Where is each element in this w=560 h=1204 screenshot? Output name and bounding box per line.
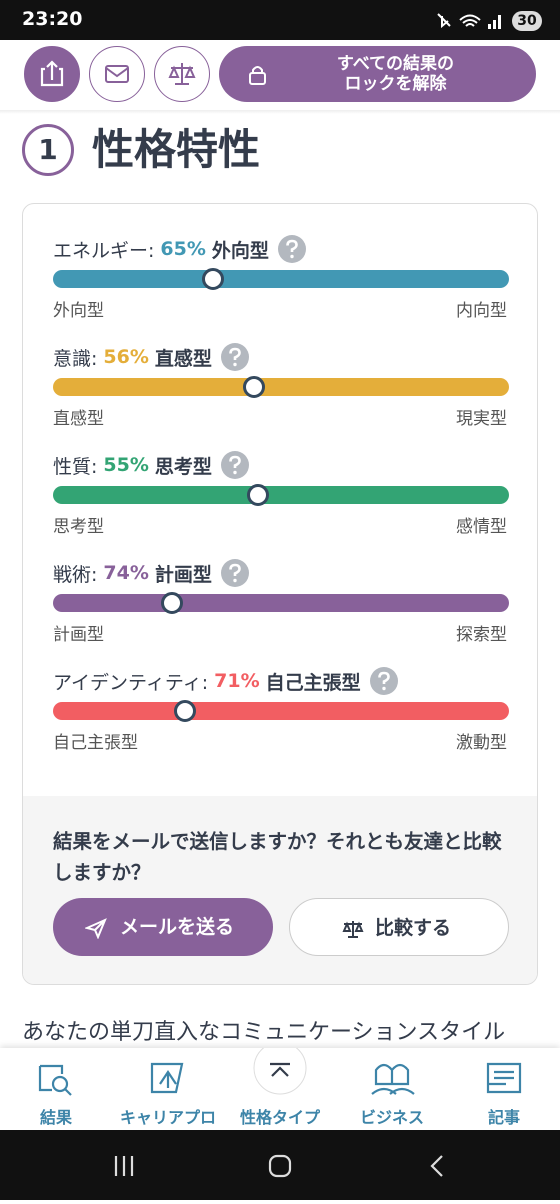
trait-type: 外向型 xyxy=(211,239,269,262)
trait-track xyxy=(53,378,509,396)
trait-name: 意識: xyxy=(53,347,98,370)
bottom-nav: 結果 キャリアプロ 性格タイプ ビジネス 記事 xyxy=(0,1048,560,1130)
trait-type: 自己主張型 xyxy=(265,671,361,694)
trait-right-label: 内向型 xyxy=(456,301,507,321)
trait-label: エネルギー: 65% 外向型 xyxy=(53,234,307,264)
trait-knob xyxy=(201,268,224,290)
compare-button[interactable] xyxy=(154,46,210,102)
trait-name: 性質: xyxy=(53,455,98,478)
nav-label[interactable]: ビジネス xyxy=(359,1108,424,1127)
trait-left-label: 思考型 xyxy=(53,517,104,537)
help-icon[interactable] xyxy=(369,666,399,696)
share-button[interactable] xyxy=(24,46,80,102)
help-icon[interactable] xyxy=(220,558,250,588)
trait-label: 戦術: 74% 計画型 xyxy=(53,558,250,588)
trait-left-label: 外向型 xyxy=(53,301,104,321)
traits-card: 結果をメールで送信しますか？それとも友達と比較しますか？ メールを送る 比較する… xyxy=(22,203,538,985)
trait-track xyxy=(53,594,509,612)
scale-icon xyxy=(342,921,364,938)
mail-button[interactable] xyxy=(89,46,145,102)
compare-label: 比較する xyxy=(374,917,451,939)
trait-name: 戦術: xyxy=(53,563,98,586)
trait-name: エネルギー: xyxy=(53,239,155,262)
email-button[interactable]: メールを送る xyxy=(53,898,273,956)
status-icons xyxy=(437,13,501,29)
trait-left-label: 自己主張型 xyxy=(53,733,138,753)
share-question: 結果をメールで送信しますか？それとも友達と比較しますか？ xyxy=(53,830,502,884)
nav-icons xyxy=(38,1048,522,1096)
trait-left-label: 計画型 xyxy=(53,625,104,645)
trait-label: アイデンティティ: 71% 自己主張型 xyxy=(53,666,399,696)
section-title: 性格特性 xyxy=(92,125,261,174)
trait-left-label: 直感型 xyxy=(53,409,104,429)
trait-knob xyxy=(247,484,270,506)
trait-percent: 74% xyxy=(103,562,149,584)
trait-right-label: 探索型 xyxy=(456,625,507,645)
nav-label[interactable]: 結果 xyxy=(39,1108,72,1127)
trait-percent: 56% xyxy=(103,346,149,368)
nav-label[interactable]: 記事 xyxy=(487,1108,520,1127)
toolbar-shadow xyxy=(0,110,560,114)
trait-percent: 55% xyxy=(103,454,149,476)
trait-label: 意識: 56% 直感型 xyxy=(53,342,250,372)
lock-icon xyxy=(249,66,266,85)
trait-type: 計画型 xyxy=(154,563,212,586)
trait-label: 性質: 55% 思考型 xyxy=(53,450,250,480)
next-heading: あなたの単刀直入なコミュニケーションスタイル xyxy=(22,1020,506,1045)
battery: 30 xyxy=(512,11,542,31)
unlock-label: ロックを解除 xyxy=(344,74,447,94)
trait-right-label: 現実型 xyxy=(456,409,507,429)
nav-label[interactable]: キャリアプロ xyxy=(119,1108,216,1127)
trait-knob xyxy=(242,376,265,398)
trait-name: アイデンティティ: xyxy=(53,671,209,694)
help-icon[interactable] xyxy=(220,450,250,480)
send-icon xyxy=(85,918,107,939)
trait-track xyxy=(53,702,509,720)
share-panel: 結果をメールで送信しますか？それとも友達と比較しますか？ メールを送る 比較する xyxy=(23,796,537,984)
trait-knob xyxy=(174,700,197,722)
system-nav xyxy=(0,1130,560,1200)
help-icon[interactable] xyxy=(277,234,307,264)
trait-track xyxy=(53,486,509,504)
trait-percent: 71% xyxy=(214,670,260,692)
trait-percent: 65% xyxy=(160,238,206,260)
trait-type: 直感型 xyxy=(154,347,212,370)
time: 23:20 xyxy=(22,8,83,30)
trait-type: 思考型 xyxy=(154,455,212,478)
trait-right-label: 激動型 xyxy=(456,733,507,753)
system-icons[interactable] xyxy=(0,1130,560,1200)
unlock-button[interactable]: すべての結果の ロックを解除 xyxy=(219,46,536,102)
share-icon xyxy=(40,60,64,87)
scale-icon xyxy=(168,63,196,85)
trait-knob xyxy=(160,592,183,614)
trait-right-label: 感情型 xyxy=(456,517,507,537)
trait-track xyxy=(53,270,509,288)
compare-button[interactable]: 比較する xyxy=(289,898,509,956)
email-label: メールを送る xyxy=(119,916,234,938)
help-icon[interactable] xyxy=(220,342,250,372)
section-number: 1 xyxy=(22,124,74,176)
nav-label[interactable]: 性格タイプ xyxy=(239,1108,320,1127)
mail-icon xyxy=(105,65,129,83)
unlock-label: すべての結果の xyxy=(336,54,455,74)
status-bar: 23:20 30 xyxy=(0,0,560,40)
